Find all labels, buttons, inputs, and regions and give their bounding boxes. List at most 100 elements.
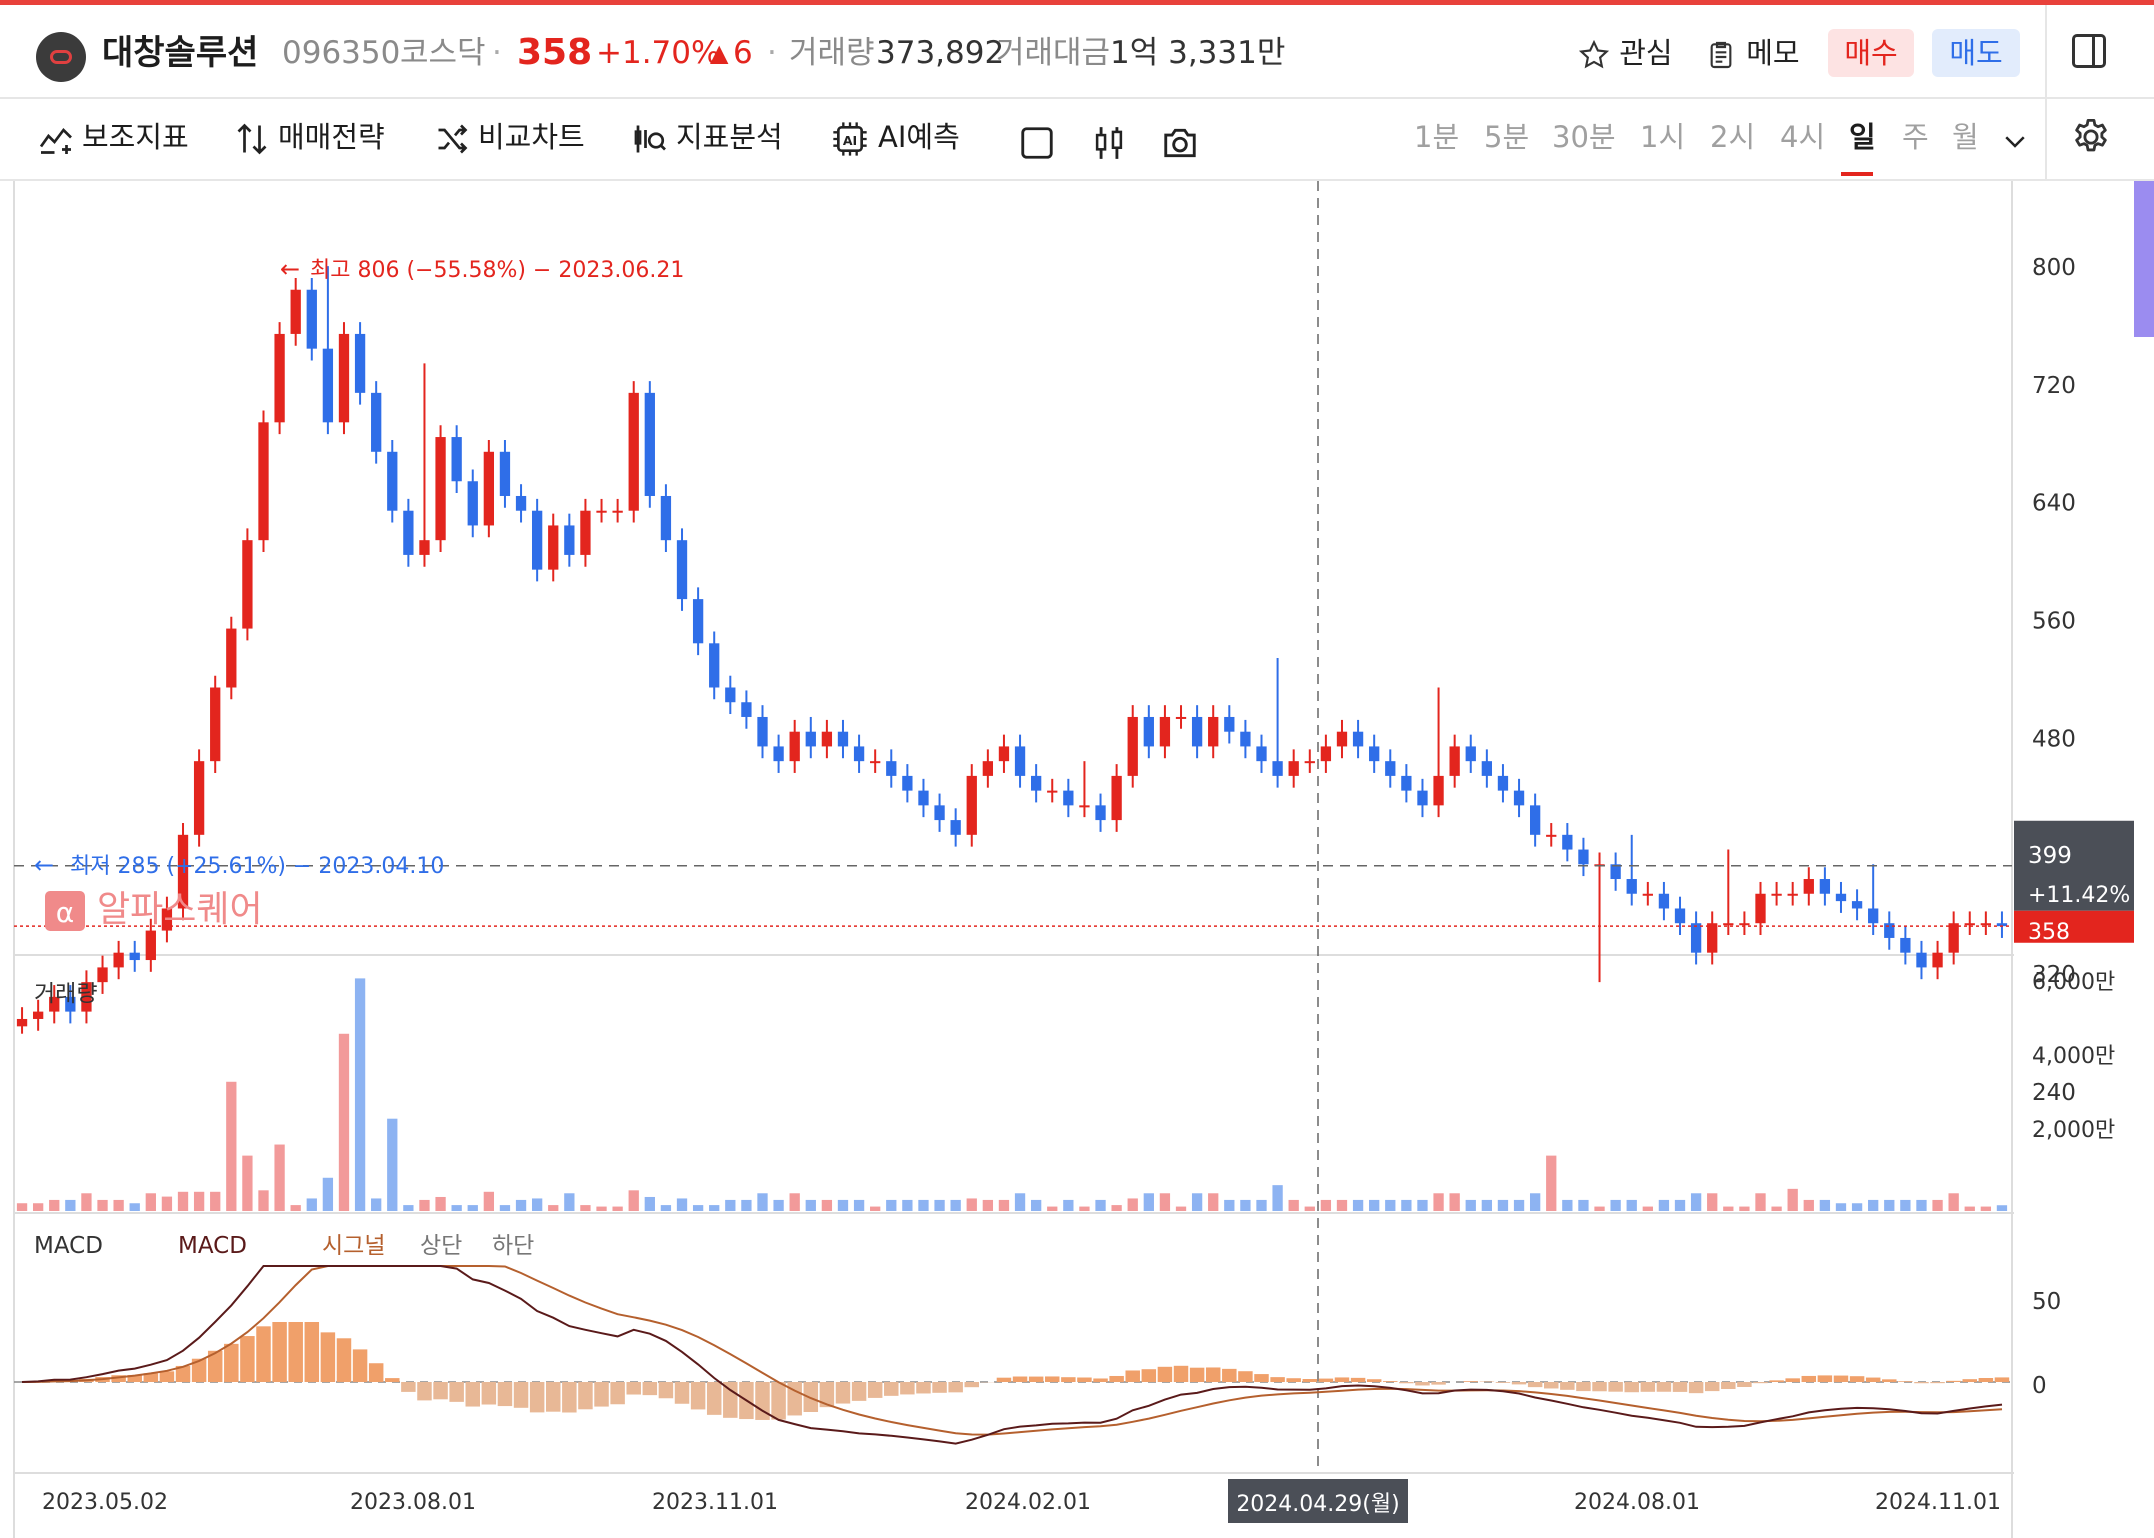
svg-text:AI: AI xyxy=(843,133,857,148)
timeframe-0[interactable]: 1분 xyxy=(1414,120,1460,154)
candle-type-button[interactable] xyxy=(1090,119,1136,163)
volume-bar xyxy=(564,1193,575,1211)
strategy-button[interactable]: 매매전략 xyxy=(234,115,385,159)
timeframe-2[interactable]: 30분 xyxy=(1552,120,1616,154)
price-tick-label: 640 xyxy=(2032,491,2076,517)
candle-body xyxy=(1272,761,1283,776)
volume-bar xyxy=(1529,1193,1541,1211)
candle-body xyxy=(709,643,720,688)
candle-body xyxy=(1851,901,1863,909)
macd-histogram-bar xyxy=(1624,1382,1639,1393)
candle-body xyxy=(1996,923,2008,927)
stock-chart[interactable]: 800720640560480400320240399+11.42%358←최고… xyxy=(0,181,2154,1538)
settings-button[interactable] xyxy=(2070,116,2112,162)
volume-bar xyxy=(1819,1199,1831,1211)
macd-histogram-bar xyxy=(497,1382,513,1407)
macd-histogram-bar xyxy=(1286,1378,1301,1382)
favorite-button[interactable]: 관심 xyxy=(1578,29,1673,77)
macd-histogram-bar xyxy=(996,1377,1012,1382)
macd-histogram-bar xyxy=(481,1382,497,1405)
favorite-label: 관심 xyxy=(1619,36,1673,70)
indicators-button[interactable]: 보조지표 xyxy=(38,115,189,159)
sell-button[interactable]: 매도 xyxy=(1932,29,2020,77)
macd-histogram-bar xyxy=(1608,1382,1623,1392)
candle-body xyxy=(258,422,269,541)
ai-forecast-button[interactable]: AI AI예측 xyxy=(830,115,960,159)
macd-histogram-bar xyxy=(851,1382,867,1401)
candle-body xyxy=(1707,923,1718,953)
timeframe-7[interactable]: 주 xyxy=(1902,120,1929,154)
macd-histogram-bar xyxy=(964,1382,980,1388)
stock-name[interactable]: 대창솔루션 xyxy=(102,33,259,73)
candle-body xyxy=(1175,716,1187,719)
candle-body xyxy=(49,996,60,1012)
chart-scrollbar[interactable] xyxy=(2134,181,2154,337)
chart-toolbar: 보조지표 매매전략 비교차트 지표분석 AI AI예측 1분 5분 30분 1시 2시 4시… xyxy=(0,99,2154,181)
timeframe-6[interactable]: 일 xyxy=(1849,120,1876,154)
alpha-logo-icon: α xyxy=(45,891,85,931)
timeframe-more-button[interactable] xyxy=(2000,117,2038,161)
candle-body xyxy=(354,333,366,393)
candle-body xyxy=(210,687,221,762)
candle-body xyxy=(1980,923,1992,926)
candle-body xyxy=(1320,746,1332,762)
candle-body xyxy=(692,599,704,644)
macd-histogram-bar xyxy=(1592,1382,1607,1392)
macd-histogram-bar xyxy=(932,1382,947,1393)
screenshot-button[interactable] xyxy=(1160,119,1208,163)
volume-bar xyxy=(1401,1199,1412,1211)
volume-bar xyxy=(1513,1199,1525,1211)
candle-body xyxy=(982,761,994,776)
macd-histogram-bar xyxy=(1415,1382,1430,1386)
low-annotation: 최저 285 (+25.61%) − 2023.04.10 xyxy=(70,854,444,879)
crosshair-date-label: 2024.04.29(월) xyxy=(1236,1492,1399,1517)
volume-bar xyxy=(435,1196,446,1211)
volume-bar xyxy=(1851,1203,1863,1211)
stock-header: 대창솔루션 096350 코스닥 · 358 +1.70% ▲ 6 · 거래량 … xyxy=(0,5,2154,99)
memo-button[interactable]: 메모 xyxy=(1705,29,1800,77)
candle-body xyxy=(290,289,301,334)
candle-body xyxy=(274,333,285,423)
volume-bar xyxy=(853,1199,865,1211)
compare-label: 비교차트 xyxy=(478,120,585,154)
volume-bar xyxy=(387,1118,398,1211)
buy-button[interactable]: 매수 xyxy=(1828,29,1914,77)
candle-body xyxy=(1240,731,1251,747)
timeframe-8[interactable]: 월 xyxy=(1952,120,1979,154)
compare-button[interactable]: 비교차트 xyxy=(434,115,585,159)
square-icon xyxy=(1021,127,1053,159)
macd-histogram-bar xyxy=(143,1373,159,1382)
volume-bar xyxy=(1465,1199,1476,1211)
volume-bar xyxy=(950,1199,961,1211)
timeframe-3[interactable]: 1시 xyxy=(1640,120,1686,154)
macd-histogram-bar xyxy=(1962,1379,1978,1382)
volume-bar xyxy=(81,1193,92,1211)
macd-histogram-bar xyxy=(191,1358,207,1382)
candle-body xyxy=(821,731,833,747)
volume-bar xyxy=(644,1196,655,1211)
timeframe-4[interactable]: 2시 xyxy=(1710,120,1756,154)
macd-histogram-bar xyxy=(1350,1377,1366,1382)
candle-body xyxy=(1819,879,1831,894)
volume-bar xyxy=(1159,1193,1171,1211)
macd-histogram-bar xyxy=(674,1382,690,1404)
timeframe-5[interactable]: 4시 xyxy=(1780,120,1826,154)
volume-bar xyxy=(1369,1199,1380,1211)
rectangle-tool-button[interactable] xyxy=(1018,119,1064,163)
candle-body xyxy=(596,510,607,513)
volume-bar xyxy=(1272,1185,1283,1211)
candle-body xyxy=(902,775,913,791)
candle-body xyxy=(853,746,865,762)
side-panel-toggle-icon[interactable] xyxy=(2072,34,2106,68)
volume-bar xyxy=(338,1033,350,1211)
timeframe-1[interactable]: 5분 xyxy=(1484,120,1530,154)
macd-histogram-bar xyxy=(1254,1374,1269,1382)
candle-body xyxy=(419,540,430,555)
candle-body xyxy=(773,746,784,762)
candle-body xyxy=(1385,761,1396,776)
volume-bar xyxy=(837,1199,849,1211)
volume-bar xyxy=(258,1190,269,1211)
candle-body xyxy=(1288,761,1299,776)
volume-bar xyxy=(1288,1199,1299,1211)
analysis-button[interactable]: 지표분석 xyxy=(632,115,783,159)
